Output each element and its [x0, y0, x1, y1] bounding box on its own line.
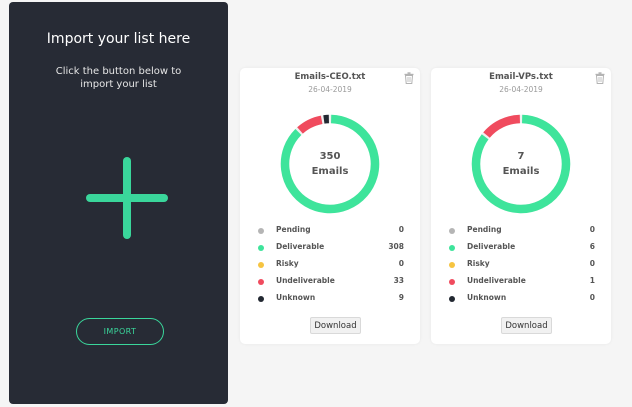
- legend-unknown: Unknown 9: [258, 293, 404, 305]
- legend-label: Undeliverable: [467, 276, 526, 285]
- download-button[interactable]: Download: [310, 317, 361, 334]
- download-button[interactable]: Download: [501, 317, 552, 334]
- legend-count: 6: [589, 242, 595, 251]
- trash-icon[interactable]: [595, 72, 605, 84]
- legend-risky: Risky 0: [258, 259, 404, 271]
- status-dot: [258, 279, 264, 285]
- legend-pending: Pending 0: [258, 225, 404, 237]
- status-dot: [449, 296, 455, 302]
- legend-count: 0: [589, 293, 595, 302]
- import-subtitle: Click the button below to import your li…: [9, 65, 228, 91]
- legend-count: 1: [589, 276, 595, 285]
- status-dot: [258, 245, 264, 251]
- legend-count: 9: [398, 293, 404, 302]
- legend-label: Deliverable: [467, 242, 516, 251]
- status-dot: [449, 262, 455, 268]
- legend-count: 0: [589, 225, 595, 234]
- donut-segment-undeliverable: [483, 114, 521, 138]
- import-button[interactable]: IMPORT: [76, 318, 164, 345]
- legend-count: 0: [398, 225, 404, 234]
- status-dot: [449, 228, 455, 234]
- legend-pending: Pending 0: [449, 225, 595, 237]
- list-card: Emails-CEO.txt 26-04-2019 350 Emails Pen…: [240, 68, 420, 344]
- donut-segment-undeliverable: [297, 115, 323, 134]
- trash-icon[interactable]: [404, 72, 414, 84]
- legend-unknown: Unknown 0: [449, 293, 595, 305]
- plus-icon[interactable]: [85, 156, 169, 240]
- legend-deliverable: Deliverable 6: [449, 242, 595, 254]
- donut-chart: [471, 114, 571, 214]
- import-title: Import your list here: [46, 31, 191, 47]
- legend-label: Pending: [467, 225, 502, 234]
- list-card: Email-VPs.txt 26-04-2019 7 Emails Pendin…: [431, 68, 611, 344]
- legend-undeliverable: Undeliverable 33: [258, 276, 404, 288]
- legend-label: Deliverable: [276, 242, 325, 251]
- status-dot: [258, 296, 264, 302]
- donut-chart: [280, 114, 380, 214]
- legend-deliverable: Deliverable 308: [258, 242, 404, 254]
- status-dot: [258, 262, 264, 268]
- donut-total: 7 Emails: [468, 111, 574, 217]
- legend-count: 0: [589, 259, 595, 268]
- donut-segment-deliverable: [280, 114, 380, 214]
- status-dot: [258, 228, 264, 234]
- legend-undeliverable: Undeliverable 1: [449, 276, 595, 288]
- card-date: 26-04-2019: [499, 85, 543, 94]
- total-count: 7: [517, 151, 525, 162]
- card-filename: Emails-CEO.txt: [294, 72, 366, 82]
- total-label: Emails: [311, 166, 349, 177]
- legend-label: Risky: [467, 259, 490, 268]
- import-subtitle-line1: Click the button below to: [55, 66, 182, 77]
- status-dot: [449, 245, 455, 251]
- card-filename: Email-VPs.txt: [489, 72, 553, 82]
- legend-label: Unknown: [467, 293, 507, 302]
- legend-count: 308: [388, 242, 404, 251]
- legend-label: Undeliverable: [276, 276, 335, 285]
- legend-label: Risky: [276, 259, 299, 268]
- legend-risky: Risky 0: [449, 259, 595, 271]
- legend-count: 0: [398, 259, 404, 268]
- import-panel: Import your list here Click the button b…: [9, 2, 228, 404]
- legend-label: Unknown: [276, 293, 316, 302]
- total-label: Emails: [502, 166, 540, 177]
- card-date: 26-04-2019: [308, 85, 352, 94]
- total-count: 350: [319, 151, 341, 162]
- legend-count: 33: [393, 276, 404, 285]
- status-dot: [449, 279, 455, 285]
- legend-label: Pending: [276, 225, 311, 234]
- donut-total: 350 Emails: [277, 111, 383, 217]
- donut-segment-deliverable: [471, 114, 571, 214]
- import-subtitle-line2: import your list: [80, 79, 157, 90]
